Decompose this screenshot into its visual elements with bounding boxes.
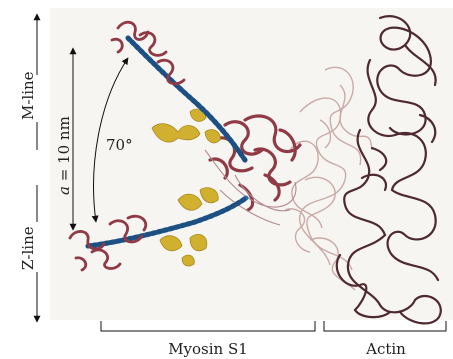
distance-value: = 10 nm xyxy=(55,116,73,186)
lower-light-chains xyxy=(68,214,148,272)
distance-label: a = 10 nm xyxy=(55,116,73,195)
z-line-label: Z-line xyxy=(19,226,37,270)
structure-panel xyxy=(50,8,453,320)
myosin-label: Myosin S1 xyxy=(168,340,248,358)
actin-label: Actin xyxy=(365,340,406,358)
distance-variable: a xyxy=(55,186,73,195)
actin-bracket xyxy=(323,321,447,332)
angle-label: 70° xyxy=(106,136,133,154)
myosin-yellow-upper xyxy=(151,108,221,144)
lower-lever-arm-helix xyxy=(85,195,249,249)
myosin-motor-detail xyxy=(204,149,297,226)
actin-dark-filament xyxy=(335,15,442,325)
m-line-label: M-line xyxy=(19,71,37,120)
upper-light-chains xyxy=(110,20,186,86)
angle-arc xyxy=(91,57,129,223)
myosin-yellow-lower xyxy=(159,187,219,267)
myosin-bracket xyxy=(100,321,316,332)
upper-lever-arm-helix xyxy=(125,35,248,163)
actin-pale-tangle xyxy=(284,66,373,291)
